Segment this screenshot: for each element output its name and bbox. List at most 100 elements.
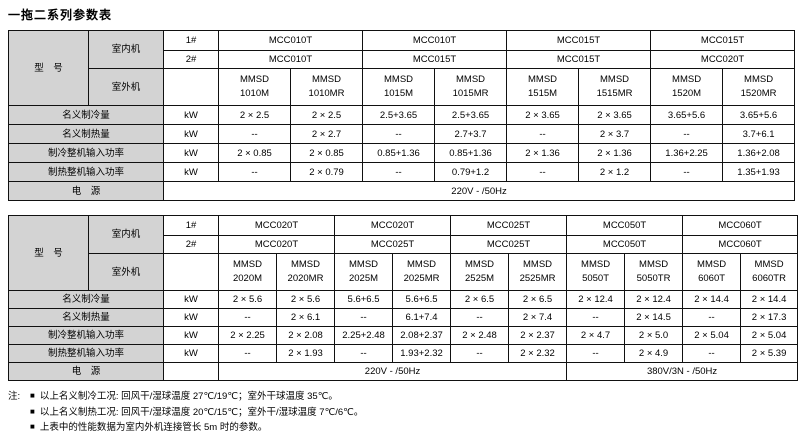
- indoor-model-cell: MCC060T: [682, 235, 798, 254]
- note-bullet-icon: ■: [30, 422, 35, 431]
- indoor-model-cell: MCC010T: [362, 30, 508, 51]
- indoor-model-cell: MCC020T: [217, 215, 336, 236]
- outdoor-model: 2025MR: [403, 273, 440, 284]
- value-cell: 2 × 7.4: [508, 308, 568, 327]
- outdoor-model: 2020M: [232, 273, 263, 284]
- value-cell: 1.36+2.25: [650, 143, 724, 163]
- note-bullet-icon: ■: [30, 406, 35, 416]
- indoor-model-cell: MCC015T: [506, 50, 652, 69]
- row-label-cell: 名义制热量: [8, 308, 164, 327]
- value-cell: 1.93+2.32: [392, 344, 452, 363]
- value-cell: 0.79+1.2: [434, 162, 508, 182]
- value-cell: 2 × 2.5: [289, 105, 364, 125]
- power-value-cell: 380V/3N - /50Hz: [566, 362, 798, 381]
- notes: 注: ■ 以上名义制冷工况: 回风干/湿球温度 27℃/19℃；室外干球温度 35℃…: [8, 389, 795, 436]
- outdoor-model: 5050T: [582, 273, 610, 284]
- value-cell: 2 × 2.5: [218, 105, 291, 125]
- value-cell: --: [506, 162, 580, 182]
- table-gap: [8, 201, 795, 215]
- unit-cell: kW: [163, 143, 219, 163]
- value-cell: 2 × 5.04: [682, 326, 742, 345]
- value-cell: --: [218, 308, 277, 327]
- note-bullet-icon: ■: [30, 391, 35, 400]
- indoor-unit-label-cell: 室内机: [88, 30, 164, 69]
- indoor-model-cell: MCC020T: [650, 50, 796, 69]
- model-header-cell: 型 号: [8, 215, 89, 291]
- value-cell: --: [218, 124, 291, 144]
- page-title: 一拖二系列参数表: [8, 8, 113, 22]
- row-label-cell: 制热整机输入功率: [8, 162, 164, 182]
- model-header-cell: 型 号: [8, 30, 89, 106]
- row-label-cell: 名义制冷量: [8, 105, 164, 125]
- value-cell: 3.7+6.1: [722, 124, 796, 144]
- outdoor-model-cell: MMSD 5050TR: [624, 253, 684, 291]
- indoor-model-cell: MCC015T: [362, 50, 508, 69]
- outdoor-model-cell: MMSD 1515M: [506, 68, 580, 106]
- outdoor-model-cell: MMSD 2025M: [334, 253, 394, 291]
- indoor-model-cell: MCC025T: [334, 235, 452, 254]
- value-cell: 6.1+7.4: [392, 308, 452, 327]
- outdoor-model: 1010MR: [308, 88, 345, 99]
- value-cell: --: [506, 124, 580, 144]
- outdoor-model: 1015MR: [452, 88, 489, 99]
- indoor-model-cell: MCC010T: [217, 30, 364, 51]
- outdoor-model-cell: MMSD 2525MR: [508, 253, 568, 291]
- outdoor-model-cell: MMSD 2020MR: [275, 253, 336, 291]
- note-line: ■ 以上名义制热工况: 回风干/湿球温度 20℃/15℃；室外干/湿球温度 7℃/…: [8, 405, 795, 421]
- unit-cell: kW: [163, 105, 219, 125]
- value-cell: 2 × 6.5: [508, 290, 568, 309]
- outdoor-brand: MMSD: [744, 74, 774, 85]
- outdoor-model-cell: MMSD 5050T: [566, 253, 626, 291]
- value-cell: 2 × 0.79: [289, 162, 364, 182]
- outdoor-brand: MMSD: [384, 74, 414, 85]
- outdoor-model: 6060TR: [752, 273, 786, 284]
- indoor-model-cell: MCC015T: [506, 30, 652, 51]
- unit-cell: kW: [163, 162, 219, 182]
- value-cell: --: [566, 308, 626, 327]
- power-unit-empty-cell: [163, 362, 219, 381]
- indoor-model-cell: MCC010T: [217, 50, 364, 69]
- notes-label: 注:: [8, 391, 21, 402]
- value-cell: 2 × 1.2: [578, 162, 652, 182]
- value-cell: 2 × 2.32: [508, 344, 568, 363]
- outdoor-brand: MMSD: [672, 74, 702, 85]
- value-cell: 2 × 17.3: [740, 308, 798, 327]
- row-label-cell: 名义制冷量: [8, 290, 164, 309]
- row-label-cell: 制冷整机输入功率: [8, 326, 164, 345]
- value-cell: 2 × 2.25: [218, 326, 277, 345]
- unit2-cell: 2#: [163, 235, 219, 254]
- note-text: 以上名义制热工况: 回风干/湿球温度 20℃/15℃；室外干/湿球温度 7℃/6…: [39, 406, 364, 418]
- indoor-model-cell: MCC025T: [450, 215, 568, 236]
- outdoor-brand: MMSD: [349, 259, 379, 270]
- indoor-model-cell: MCC020T: [334, 215, 452, 236]
- value-cell: 2 × 1.93: [275, 344, 336, 363]
- outdoor-model-cell: MMSD 2025MR: [392, 253, 452, 291]
- outdoor-model: 2025M: [348, 273, 379, 284]
- unit-cell: kW: [163, 290, 219, 309]
- value-cell: --: [450, 344, 510, 363]
- outdoor-unit-label-cell: 室外机: [88, 68, 164, 106]
- value-cell: --: [450, 308, 510, 327]
- indoor-model-cell: MCC015T: [650, 30, 796, 51]
- empty-cell: [163, 68, 219, 106]
- outdoor-brand: MMSD: [697, 259, 727, 270]
- outdoor-brand: MMSD: [639, 259, 669, 270]
- value-cell: 2 × 5.0: [624, 326, 684, 345]
- value-cell: 3.65+5.6: [650, 105, 724, 125]
- value-cell: 2 × 2.37: [508, 326, 568, 345]
- outdoor-model-cell: MMSD 1520MR: [722, 68, 796, 106]
- value-cell: 2 × 14.4: [740, 290, 798, 309]
- value-cell: --: [650, 162, 724, 182]
- value-cell: --: [362, 162, 436, 182]
- indoor-model-cell: MCC050T: [566, 235, 684, 254]
- power-value-cell: 220V - /50Hz: [217, 362, 568, 381]
- value-cell: --: [682, 308, 742, 327]
- value-cell: 2 × 1.36: [506, 143, 580, 163]
- value-cell: 3.65+5.6: [722, 105, 796, 125]
- value-cell: 2 × 5.6: [275, 290, 336, 309]
- value-cell: 2 × 1.36: [578, 143, 652, 163]
- note-line: 注: ■ 以上名义制冷工况: 回风干/湿球温度 27℃/19℃；室外干球温度 35℃…: [8, 389, 795, 405]
- value-cell: 2 × 0.85: [218, 143, 291, 163]
- outdoor-brand: MMSD: [523, 259, 553, 270]
